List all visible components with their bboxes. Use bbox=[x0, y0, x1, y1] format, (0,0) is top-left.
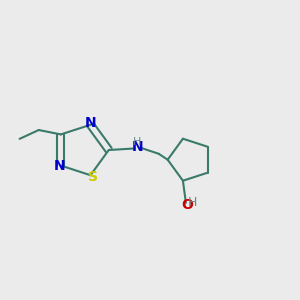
Text: N: N bbox=[85, 116, 96, 130]
Text: H: H bbox=[133, 137, 142, 147]
Text: H: H bbox=[188, 196, 198, 209]
Text: N: N bbox=[131, 140, 143, 154]
Text: S: S bbox=[88, 170, 98, 184]
Text: O: O bbox=[182, 198, 193, 212]
Text: N: N bbox=[54, 160, 65, 173]
